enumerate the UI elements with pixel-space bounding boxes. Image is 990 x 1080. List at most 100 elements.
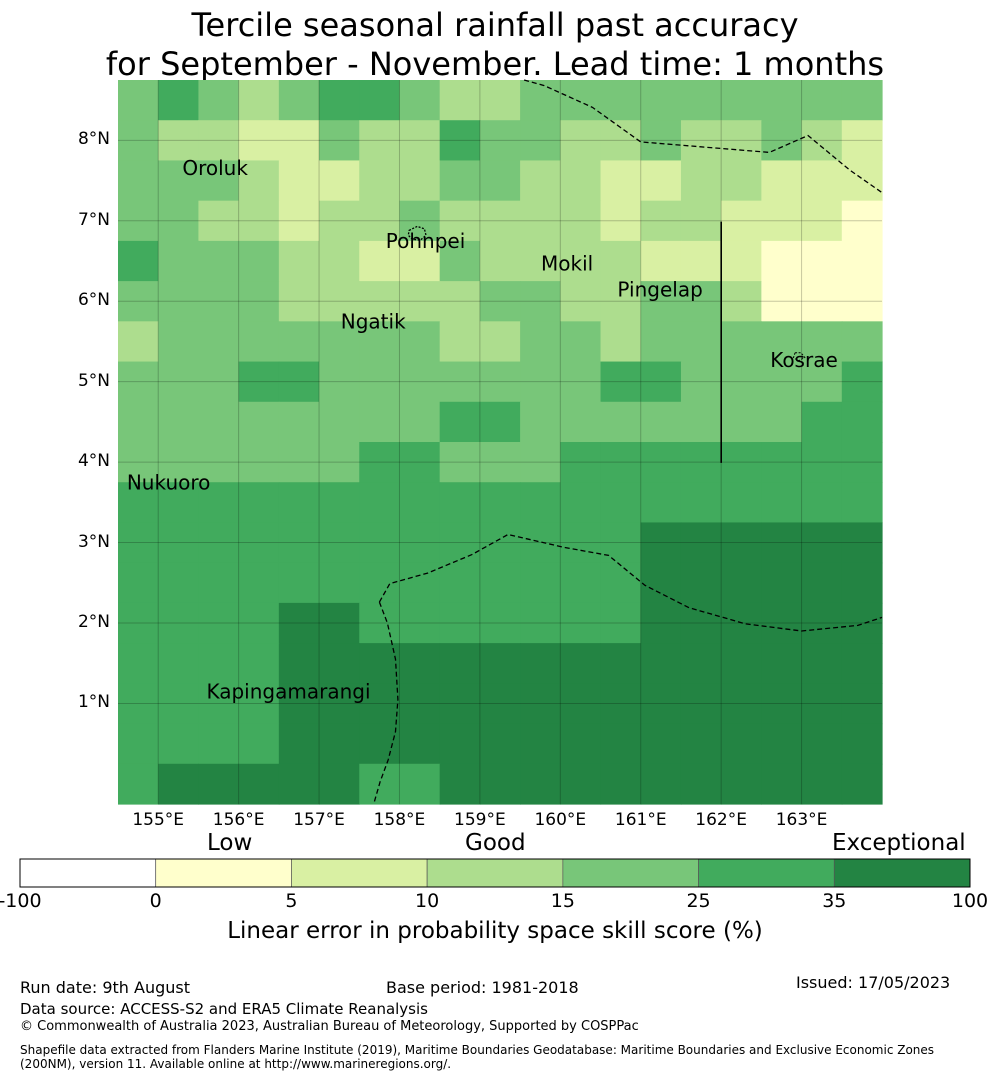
category-good-label: Good bbox=[465, 830, 526, 856]
map-title-line2: for September - November. Lead time: 1 m… bbox=[105, 45, 885, 83]
grid-cell bbox=[721, 361, 762, 403]
grid-cell bbox=[640, 401, 682, 443]
grid-cell bbox=[158, 562, 200, 604]
grid-cell bbox=[198, 401, 240, 443]
latitude-label: 5°N bbox=[77, 370, 110, 391]
grid-cell bbox=[841, 281, 883, 322]
grid-cell bbox=[319, 120, 360, 162]
grid-cell bbox=[680, 723, 722, 765]
grid-cell bbox=[841, 361, 883, 403]
grid-cell bbox=[841, 602, 883, 644]
grid-cell bbox=[841, 482, 883, 524]
grid-cell bbox=[278, 361, 320, 403]
grid-cell bbox=[479, 281, 521, 322]
grid-cell bbox=[520, 321, 561, 363]
grid-cell bbox=[520, 240, 561, 282]
grid-cell bbox=[439, 643, 481, 684]
grid-cell bbox=[118, 723, 159, 765]
grid-cell bbox=[198, 361, 240, 403]
grid-cell bbox=[319, 200, 360, 242]
grid-cell bbox=[841, 200, 883, 242]
category-exceptional-label: Exceptional bbox=[832, 830, 966, 856]
grid-cell bbox=[319, 763, 360, 805]
grid-cell bbox=[238, 281, 280, 322]
shapefile-credit-line1: Shapefile data extracted from Flanders M… bbox=[20, 1043, 935, 1057]
grid-cell bbox=[801, 321, 843, 363]
grid-cell bbox=[278, 401, 320, 443]
grid-cell bbox=[479, 80, 521, 121]
grid-cell bbox=[359, 240, 401, 282]
grid-cell bbox=[801, 562, 843, 604]
grid-cell bbox=[198, 683, 240, 725]
data-source: Data source: ACCESS-S2 and ERA5 Climate … bbox=[20, 1000, 428, 1018]
grid-cell bbox=[640, 281, 682, 322]
grid-cell bbox=[198, 321, 240, 363]
grid-cell bbox=[680, 763, 722, 805]
grid-cell bbox=[399, 723, 441, 765]
grid-cell bbox=[680, 522, 722, 564]
grid-cell bbox=[680, 562, 722, 604]
grid-cell bbox=[278, 240, 320, 282]
colorbar-tick-label: 100 bbox=[951, 890, 989, 912]
grid-cell bbox=[278, 723, 320, 765]
grid-cell bbox=[479, 200, 521, 242]
map-title-line1: Tercile seasonal rainfall past accuracy bbox=[191, 6, 799, 44]
grid-cell bbox=[359, 683, 401, 725]
grid-cell bbox=[841, 442, 883, 483]
grid-cell bbox=[278, 562, 320, 604]
grid-cell bbox=[721, 442, 762, 483]
colorbar-frame bbox=[19, 858, 971, 888]
grid-cell bbox=[319, 401, 360, 443]
grid-cell bbox=[198, 160, 240, 202]
grid-cell bbox=[439, 80, 481, 121]
grid-cell bbox=[721, 683, 762, 725]
grid-cell bbox=[238, 763, 280, 805]
longitude-label: 162°E bbox=[695, 810, 747, 830]
grid-cell bbox=[118, 281, 159, 322]
grid-cell bbox=[118, 683, 159, 725]
grid-cell bbox=[359, 482, 401, 524]
grid-cell bbox=[319, 562, 360, 604]
run-date: Run date: 9th August bbox=[20, 978, 190, 997]
grid-cell bbox=[560, 683, 602, 725]
grid-cell bbox=[520, 80, 561, 121]
grid-cell bbox=[761, 401, 803, 443]
latitude-label: 3°N bbox=[77, 531, 110, 552]
grid-cell bbox=[359, 200, 401, 242]
grid-cell bbox=[479, 522, 521, 564]
grid-cell bbox=[560, 442, 602, 483]
issued-date: Issued: 17/05/2023 bbox=[796, 973, 951, 992]
grid-cell bbox=[158, 723, 200, 765]
grid-cell bbox=[198, 442, 240, 483]
grid-cell bbox=[359, 723, 401, 765]
grid-cell bbox=[319, 602, 360, 644]
grid-cell bbox=[399, 240, 441, 282]
grid-cell bbox=[841, 723, 883, 765]
grid-cell bbox=[278, 683, 320, 725]
grid-cell bbox=[118, 120, 159, 162]
grid-cell bbox=[399, 160, 441, 202]
grid-cell bbox=[238, 723, 280, 765]
grid-cell bbox=[198, 723, 240, 765]
skill-grid bbox=[118, 80, 883, 805]
grid-cell bbox=[399, 763, 441, 805]
grid-cell bbox=[439, 482, 481, 524]
grid-cell bbox=[479, 763, 521, 805]
grid-cell bbox=[640, 160, 682, 202]
colorbar-segment bbox=[426, 858, 564, 888]
grid-cell bbox=[238, 683, 280, 725]
grid-cell bbox=[118, 763, 159, 805]
grid-cell bbox=[801, 763, 843, 805]
grid-cell bbox=[600, 562, 642, 604]
grid-cell bbox=[520, 643, 561, 684]
grid-cell bbox=[520, 401, 561, 443]
grid-cell bbox=[278, 482, 320, 524]
grid-cell bbox=[761, 602, 803, 644]
grid-cell bbox=[439, 763, 481, 805]
grid-cell bbox=[238, 442, 280, 483]
grid-cell bbox=[801, 200, 843, 242]
grid-cell bbox=[520, 522, 561, 564]
island-label: Oroluk bbox=[182, 156, 248, 180]
grid-cell bbox=[439, 361, 481, 403]
grid-cell bbox=[439, 442, 481, 483]
